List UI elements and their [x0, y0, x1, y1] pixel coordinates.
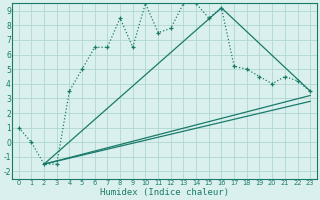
X-axis label: Humidex (Indice chaleur): Humidex (Indice chaleur) — [100, 188, 229, 197]
